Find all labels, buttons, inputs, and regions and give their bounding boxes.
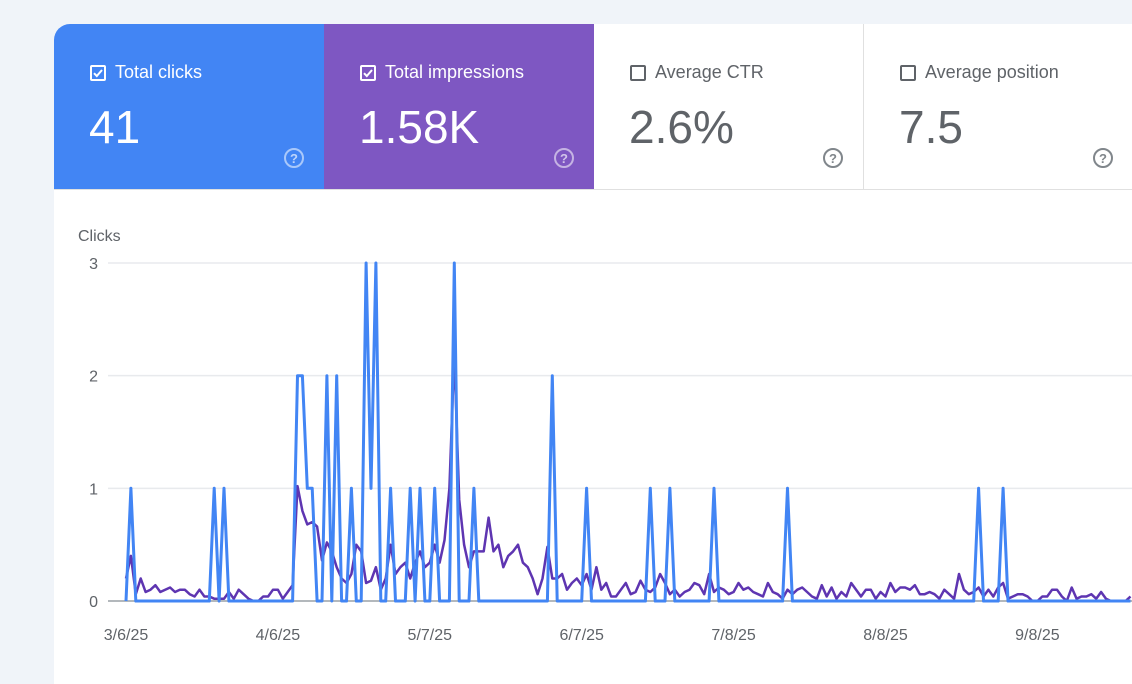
x-tick-label: 9/8/25 — [1015, 627, 1060, 644]
metric-value: 7.5 — [899, 101, 963, 153]
metric-value: 1.58K — [359, 101, 480, 153]
metric-value: 2.6% — [629, 101, 734, 153]
x-tick-label: 8/8/25 — [863, 627, 908, 644]
y-tick-label: 0 — [89, 594, 98, 611]
metric-tile-average-position[interactable]: Average position 7.5 ? — [864, 24, 1132, 189]
help-icon[interactable]: ? — [554, 148, 574, 168]
x-tick-label: 5/7/25 — [408, 627, 453, 644]
y-tick-label: 3 — [89, 256, 98, 273]
metric-label: Average CTR — [655, 62, 764, 82]
x-tick-label: 3/6/25 — [104, 627, 149, 644]
checkbox-checked-icon[interactable] — [90, 64, 106, 81]
checkbox-unchecked-icon[interactable] — [900, 64, 916, 81]
metric-tile-average-ctr[interactable]: Average CTR 2.6% ? — [594, 24, 864, 189]
help-icon[interactable]: ? — [1093, 148, 1113, 168]
help-icon[interactable]: ? — [284, 148, 304, 168]
x-tick-label: 4/6/25 — [256, 627, 301, 644]
y-tick-label: 2 — [89, 369, 98, 386]
checkbox-unchecked-icon[interactable] — [630, 64, 646, 81]
metric-label: Total clicks — [115, 62, 203, 82]
metric-value: 41 — [89, 101, 141, 153]
impressions-series-line — [124, 351, 1132, 603]
performance-chart: 0 1 2 3 3/6/25 4/6/25 5/7/25 6/7/25 7/8/25 8/8/25… — [89, 256, 1132, 644]
metric-tiles: Total clicks 41 ? Total impressions 1.58… — [54, 24, 1132, 190]
metric-label: Total impressions — [385, 62, 525, 82]
clicks-series-line — [124, 261, 1131, 603]
metric-tile-total-clicks[interactable]: Total clicks 41 ? — [54, 24, 324, 189]
y-axis-label: Clicks — [78, 228, 121, 245]
x-tick-label: 6/7/25 — [559, 627, 604, 644]
checkbox-checked-icon[interactable] — [360, 64, 376, 81]
metric-tile-total-impressions[interactable]: Total impressions 1.58K ? — [324, 24, 594, 189]
x-tick-label: 7/8/25 — [711, 627, 756, 644]
metric-label: Average position — [925, 62, 1059, 82]
y-tick-label: 1 — [89, 481, 98, 498]
help-icon[interactable]: ? — [823, 148, 843, 168]
performance-card: Total clicks 41 ? Total impressions 1.58… — [54, 24, 1132, 684]
